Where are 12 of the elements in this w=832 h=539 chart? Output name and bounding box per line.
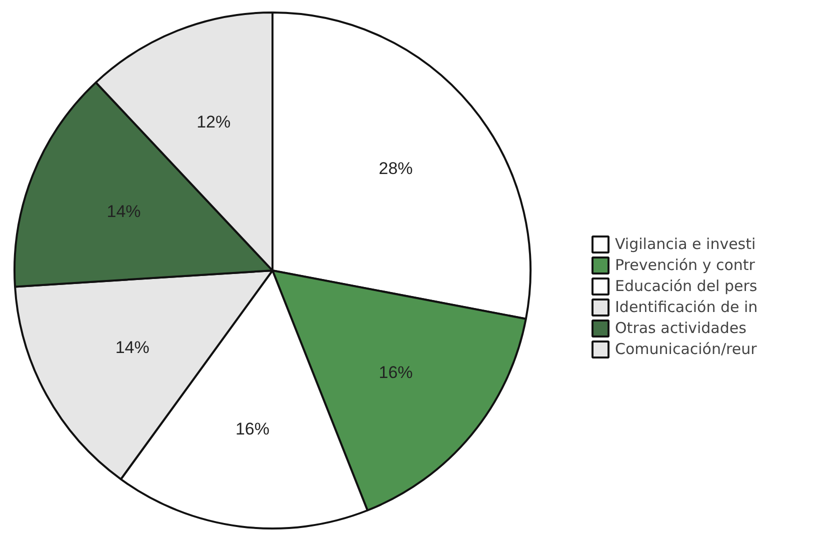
data-label: 12% [196,112,231,132]
legend-label: Vigilancia e investi [615,234,756,254]
legend-label: Comunicación/reur [615,339,757,359]
legend-label: Educación del pers [615,276,758,296]
data-label: 28% [378,159,413,178]
data-label: 14% [106,202,141,222]
data-label: 16% [378,362,413,382]
legend-label: Identificación de in [615,297,758,317]
legend-label: Prevención y contr [615,255,755,275]
data-label: 14% [115,338,150,358]
legend-label: Otras actividades [615,318,746,338]
data-label: 16% [235,420,270,439]
